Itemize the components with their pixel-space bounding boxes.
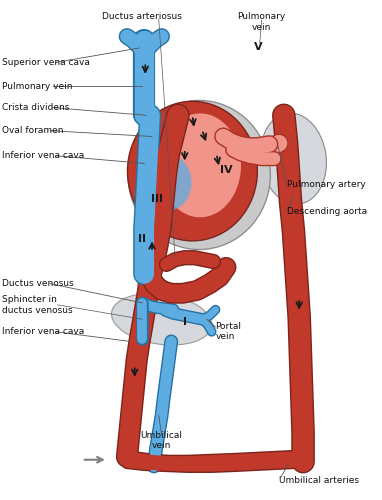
Text: III: III: [151, 194, 163, 204]
Text: V: V: [254, 42, 262, 52]
Text: Umbilical arteries: Umbilical arteries: [279, 476, 359, 486]
Text: Pulmonary vein: Pulmonary vein: [2, 82, 73, 91]
Text: IV: IV: [220, 165, 232, 175]
Ellipse shape: [261, 113, 327, 204]
Text: Portal
vein: Portal vein: [215, 322, 241, 342]
Text: I: I: [183, 317, 187, 327]
Ellipse shape: [145, 155, 191, 210]
Text: Sphincter in
ductus venosus: Sphincter in ductus venosus: [2, 295, 73, 315]
Text: II: II: [138, 234, 146, 244]
Text: Superior vena cava: Superior vena cava: [2, 58, 90, 67]
Text: Umbilical
vein: Umbilical vein: [141, 431, 183, 450]
Text: Inferior vena cava: Inferior vena cava: [2, 328, 84, 336]
Ellipse shape: [128, 102, 257, 241]
Text: Inferior vena cava: Inferior vena cava: [2, 151, 84, 160]
Text: Crista dividens: Crista dividens: [2, 103, 69, 112]
Text: Pulmonary
vein: Pulmonary vein: [238, 12, 286, 32]
Ellipse shape: [128, 100, 270, 250]
Text: Ductus arteriosus: Ductus arteriosus: [102, 12, 182, 22]
Text: Oval foramen: Oval foramen: [2, 126, 63, 135]
Text: Descending aorta: Descending aorta: [287, 207, 367, 216]
Ellipse shape: [112, 294, 212, 345]
Text: Ductus venosus: Ductus venosus: [2, 279, 74, 288]
Text: Pulmonary artery: Pulmonary artery: [287, 180, 366, 189]
Ellipse shape: [159, 114, 241, 218]
